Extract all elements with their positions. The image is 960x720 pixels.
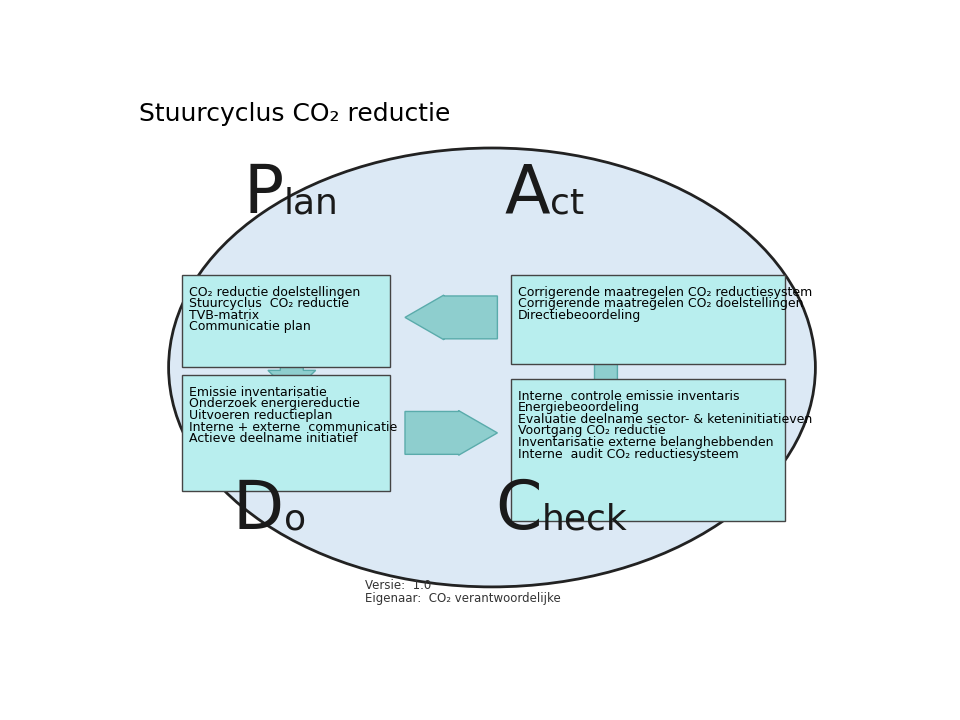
Text: Interne + externe  communicatie: Interne + externe communicatie [189,420,397,433]
FancyBboxPatch shape [512,275,784,364]
Polygon shape [405,410,497,455]
Text: Stuurcyclus CO₂ reductie: Stuurcyclus CO₂ reductie [139,102,450,126]
Text: Voortgang CO₂ reductie: Voortgang CO₂ reductie [518,424,666,438]
Text: Stuurcyclus  CO₂ reductie: Stuurcyclus CO₂ reductie [189,297,349,310]
Text: Interne  controle emissie inventaris: Interne controle emissie inventaris [518,390,739,402]
Text: Emissie inventarisatie: Emissie inventarisatie [189,386,327,399]
Ellipse shape [169,148,815,587]
FancyBboxPatch shape [512,379,784,521]
FancyBboxPatch shape [182,275,391,367]
Text: ct: ct [550,186,584,220]
Text: Inventarisatie externe belanghebbenden: Inventarisatie externe belanghebbenden [518,436,774,449]
Text: Energiebeoordeling: Energiebeoordeling [518,401,640,414]
Text: heck: heck [542,502,628,536]
Polygon shape [405,295,497,340]
Text: Evaluatie deelname sector- & keteninitiatieven: Evaluatie deelname sector- & keteninitia… [518,413,812,426]
Text: P: P [244,161,284,228]
Text: Interne  audit CO₂ reductiesysteem: Interne audit CO₂ reductiesysteem [518,448,739,461]
Text: D: D [233,477,284,543]
Text: Directiebeoordeling: Directiebeoordeling [518,309,641,322]
Text: C: C [495,477,542,543]
Text: Uitvoeren reductieplan: Uitvoeren reductieplan [189,409,333,422]
Polygon shape [268,338,316,394]
Text: CO₂ reductie doelstellingen: CO₂ reductie doelstellingen [189,286,361,299]
Text: A: A [504,161,550,228]
Text: o: o [284,502,306,536]
Text: Actieve deelname initiatief: Actieve deelname initiatief [189,432,358,445]
Text: Eigenaar:  CO₂ verantwoordelijke: Eigenaar: CO₂ verantwoordelijke [365,592,561,605]
Text: Onderzoek energiereductie: Onderzoek energiereductie [189,397,360,410]
Polygon shape [582,338,630,394]
Text: Communicatie plan: Communicatie plan [189,320,311,333]
Text: TVB-matrix: TVB-matrix [189,309,259,322]
Text: Corrigerende maatregelen CO₂ doelstellingen: Corrigerende maatregelen CO₂ doelstellin… [518,297,804,310]
Text: Corrigerende maatregelen CO₂ reductiesystem: Corrigerende maatregelen CO₂ reductiesys… [518,286,812,299]
Text: Versie:  1.0: Versie: 1.0 [365,579,431,592]
Text: lan: lan [284,186,339,220]
FancyBboxPatch shape [182,375,391,490]
